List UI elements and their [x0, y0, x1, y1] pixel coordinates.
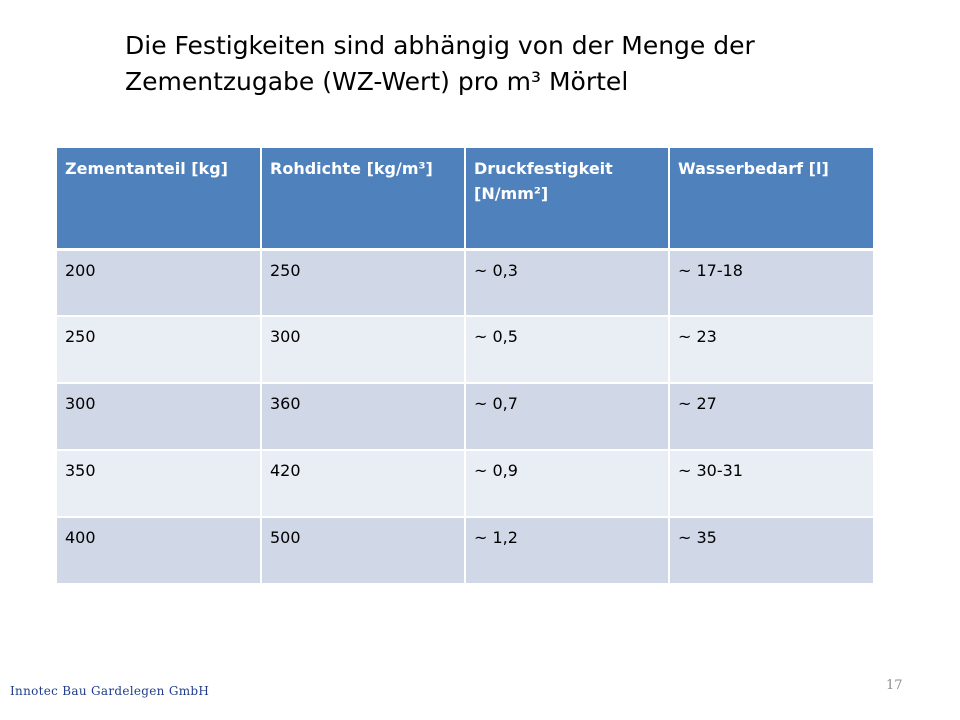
cell-wasserbedarf: ~ 27 — [669, 383, 873, 451]
table-row: 250 300 ~ 0,5 ~ 23 — [57, 316, 873, 384]
table-row: 400 500 ~ 1,2 ~ 35 — [57, 517, 873, 585]
table-header-row: Zementanteil [kg] Rohdichte [kg/m³] Druc… — [57, 148, 873, 251]
cell-wasserbedarf: ~ 30-31 — [669, 450, 873, 518]
header-wasserbedarf: Wasserbedarf [l] — [669, 148, 873, 251]
cell-druckfestigkeit: ~ 1,2 — [465, 517, 670, 585]
cell-zementanteil: 250 — [57, 316, 262, 384]
page-number: 17 — [886, 678, 903, 693]
cell-zementanteil: 300 — [57, 383, 262, 451]
slide-title-line-1: Die Festigkeiten sind abhängig von der M… — [125, 31, 755, 60]
cell-druckfestigkeit: ~ 0,3 — [465, 249, 670, 317]
header-zementanteil: Zementanteil [kg] — [57, 148, 262, 251]
cell-zementanteil: 200 — [57, 249, 262, 317]
cell-rohdichte: 300 — [261, 316, 466, 384]
slide-title-line-2: Zementzugabe (WZ-Wert) pro m³ Mörtel — [125, 67, 629, 96]
footer-company-name: Innotec Bau Gardelegen GmbH — [10, 684, 210, 698]
cell-wasserbedarf: ~ 17-18 — [669, 249, 873, 317]
cell-druckfestigkeit: ~ 0,5 — [465, 316, 670, 384]
table-row: 350 420 ~ 0,9 ~ 30-31 — [57, 450, 873, 518]
cell-rohdichte: 250 — [261, 249, 466, 317]
header-druckfestigkeit: Druckfestigkeit [N/mm²] — [465, 148, 670, 251]
cell-druckfestigkeit: ~ 0,7 — [465, 383, 670, 451]
header-rohdichte: Rohdichte [kg/m³] — [261, 148, 466, 251]
cell-rohdichte: 500 — [261, 517, 466, 585]
cement-strength-table: Zementanteil [kg] Rohdichte [kg/m³] Druc… — [57, 148, 873, 585]
cell-wasserbedarf: ~ 35 — [669, 517, 873, 585]
cell-wasserbedarf: ~ 23 — [669, 316, 873, 384]
cell-rohdichte: 420 — [261, 450, 466, 518]
slide-title: Die Festigkeiten sind abhängig von der M… — [125, 28, 885, 100]
cell-rohdichte: 360 — [261, 383, 466, 451]
table-row: 300 360 ~ 0,7 ~ 27 — [57, 383, 873, 451]
table-row: 200 250 ~ 0,3 ~ 17-18 — [57, 249, 873, 317]
cell-druckfestigkeit: ~ 0,9 — [465, 450, 670, 518]
cell-zementanteil: 350 — [57, 450, 262, 518]
cell-zementanteil: 400 — [57, 517, 262, 585]
